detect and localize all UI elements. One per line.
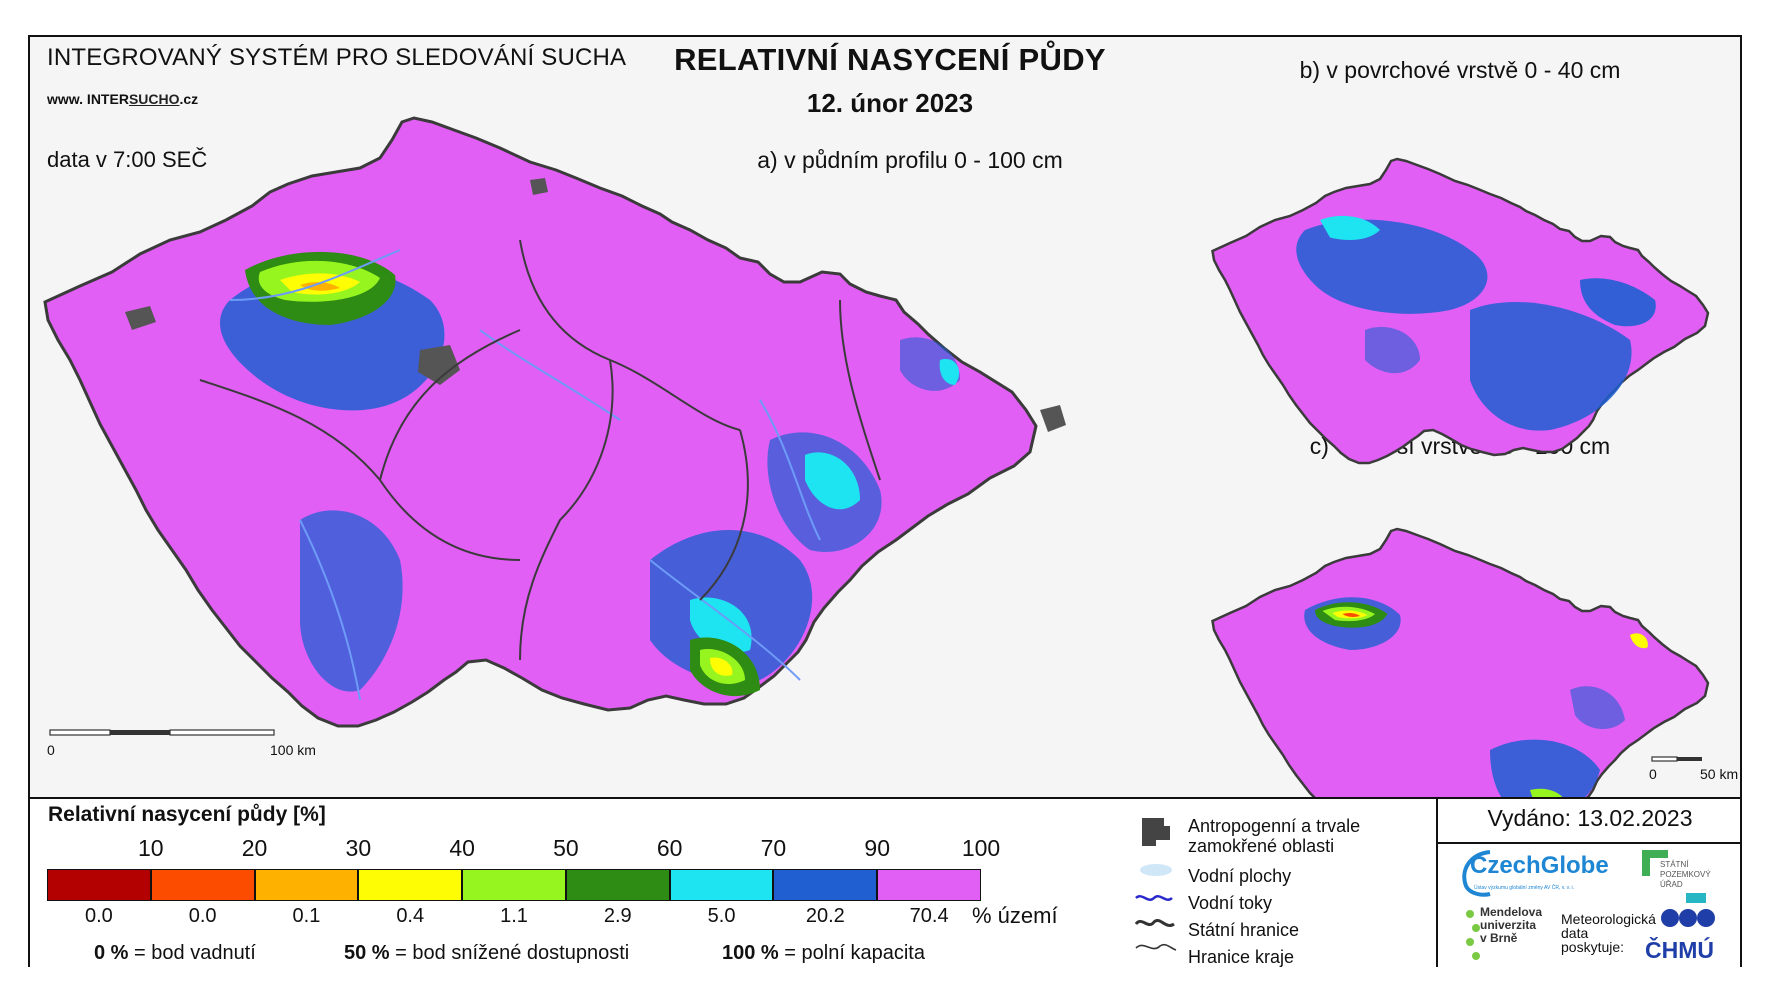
scale-bar-small — [1651, 756, 1702, 762]
spu-logo-bar — [1686, 893, 1706, 903]
legend-tick: 20 — [241, 835, 268, 861]
map-date: 12. únor 2023 — [806, 88, 974, 118]
legend-swatch — [877, 869, 981, 901]
website-prefix: www. INTER — [47, 91, 129, 107]
note-wilting: 0 % = bod vadnutí — [94, 942, 256, 964]
legend-percent: 0.4 — [396, 905, 425, 927]
legend-percent: 0.0 — [84, 905, 113, 927]
legend-swatch — [565, 869, 670, 901]
website-mid: SUCHO — [128, 91, 180, 107]
spu-logo-icon — [1642, 850, 1668, 876]
legend-percent: 20.2 — [805, 905, 845, 927]
system-name: INTEGROVANÝ SYSTÉM PRO SLEDOVÁNÍ SUCHA — [47, 44, 627, 71]
legend-swatch — [150, 869, 255, 901]
key-anthropogenic: Antropogenní a trvale zamokřené oblasti — [1188, 816, 1361, 856]
spu-logo-text: STÁTNÍ POZEMKOVÝ ÚŘAD — [1660, 860, 1711, 889]
key-icons — [1134, 818, 1177, 951]
note-capacity: 100 % = polní kapacita — [722, 942, 925, 964]
legend-tick: 10 — [137, 835, 164, 861]
scale-small-end: 50 km — [1700, 766, 1739, 782]
scale-main-start: 0 — [47, 742, 55, 758]
chmu-logo-mark — [1661, 909, 1715, 927]
chmu-logo: ČHMÚ — [1645, 937, 1714, 963]
issued-date: Vydáno: 13.02.2023 — [1487, 805, 1693, 831]
key-water-bodies: Vodní plochy — [1188, 866, 1292, 886]
note-reduced: 50 % = bod snížené dostupnosti — [344, 942, 630, 964]
legend-title: Relativní nasycení půdy [%] — [48, 803, 326, 826]
legend-swatch — [773, 869, 878, 901]
scale-bar-main — [49, 729, 275, 736]
czechglobe-subtitle: Ústav výzkumu globální změny AV ČR, v. v… — [1474, 885, 1575, 891]
percent-unit: % území — [972, 903, 1058, 928]
legend-tick: 60 — [656, 835, 683, 861]
legend-tick: 40 — [449, 835, 475, 861]
legend-percent: 1.1 — [500, 905, 528, 927]
legend-swatch — [47, 869, 151, 901]
legend-tick: 50 — [553, 835, 579, 861]
legend-swatch — [462, 869, 566, 901]
legend-swatch — [669, 869, 774, 901]
key-state-border: Státní hranice — [1188, 920, 1300, 940]
website-suffix: .cz — [179, 91, 199, 107]
map-c — [1211, 527, 1710, 800]
map-a-label: a) v půdním profilu 0 - 100 cm — [757, 147, 1063, 173]
page-title: RELATIVNÍ NASYCENÍ PŮDY — [674, 42, 1106, 77]
chmu-provider-text: Meteorologická data poskytuje: — [1561, 911, 1656, 955]
legend-percent: 70.4 — [909, 905, 949, 927]
legend-tick: 30 — [345, 835, 372, 861]
key-region-border: Hranice kraje — [1188, 947, 1295, 967]
czechglobe-logo: CzechGlobe — [1470, 852, 1609, 879]
czechglobe-logo-arc — [1462, 850, 1491, 897]
legend-tick: 70 — [760, 835, 787, 861]
maps-svg — [43, 116, 1710, 800]
scale-main-end: 100 km — [270, 742, 316, 758]
footer-divider — [1436, 797, 1438, 967]
legend-percent: 2.9 — [603, 905, 632, 927]
data-time: data v 7:00 SEČ — [47, 147, 208, 172]
map-b — [1211, 157, 1710, 465]
legend-tick: 90 — [864, 835, 891, 861]
legend-tick: 100 — [961, 835, 1001, 861]
key-water-streams: Vodní toky — [1188, 893, 1273, 913]
map-b-label: b) v povrchové vrstvě 0 - 40 cm — [1299, 57, 1621, 83]
legend-percent: 0.1 — [292, 905, 321, 927]
legend-percent: 0.0 — [188, 905, 217, 927]
scale-small-start: 0 — [1649, 766, 1657, 782]
legend-percent: 5.0 — [707, 905, 736, 927]
mendel-logo-dots — [1466, 910, 1480, 960]
issued-divider — [1438, 842, 1740, 844]
legend-swatch — [358, 869, 463, 901]
legend-swatch — [254, 869, 359, 901]
map-a — [43, 116, 1066, 728]
mendel-logo-text: Mendelova univerzita v Brně — [1480, 905, 1543, 945]
website-link[interactable]: www. INTERSUCHO.cz — [47, 91, 198, 107]
